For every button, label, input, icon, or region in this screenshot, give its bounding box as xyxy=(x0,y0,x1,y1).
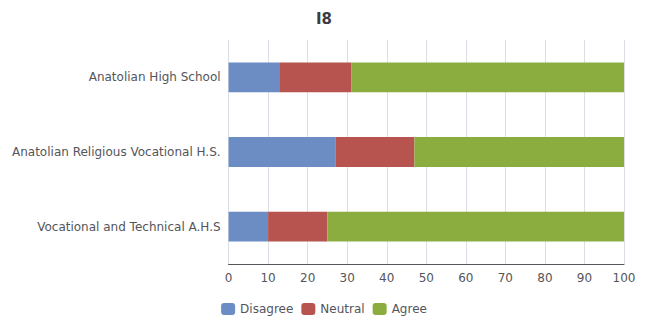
svg-text:Anatolian High School: Anatolian High School xyxy=(89,70,221,84)
svg-text:60: 60 xyxy=(458,271,473,285)
svg-text:Disagree: Disagree xyxy=(240,302,293,316)
svg-text:40: 40 xyxy=(379,271,394,285)
svg-text:20: 20 xyxy=(300,271,315,285)
svg-text:80: 80 xyxy=(537,271,552,285)
svg-text:0: 0 xyxy=(225,271,233,285)
svg-text:70: 70 xyxy=(498,271,513,285)
svg-text:90: 90 xyxy=(577,271,592,285)
svg-text:Neutral: Neutral xyxy=(320,302,364,316)
svg-text:50: 50 xyxy=(419,271,434,285)
svg-text:Agree: Agree xyxy=(392,302,427,316)
svg-text:100: 100 xyxy=(613,271,636,285)
svg-text:30: 30 xyxy=(340,271,355,285)
svg-text:10: 10 xyxy=(260,271,275,285)
svg-text:Anatolian Religious Vocational: Anatolian Religious Vocational H.S. xyxy=(12,145,221,159)
svg-text:I8: I8 xyxy=(316,10,332,28)
svg-text:Vocational and Technical A.H.S: Vocational and Technical A.H.S xyxy=(37,220,220,234)
